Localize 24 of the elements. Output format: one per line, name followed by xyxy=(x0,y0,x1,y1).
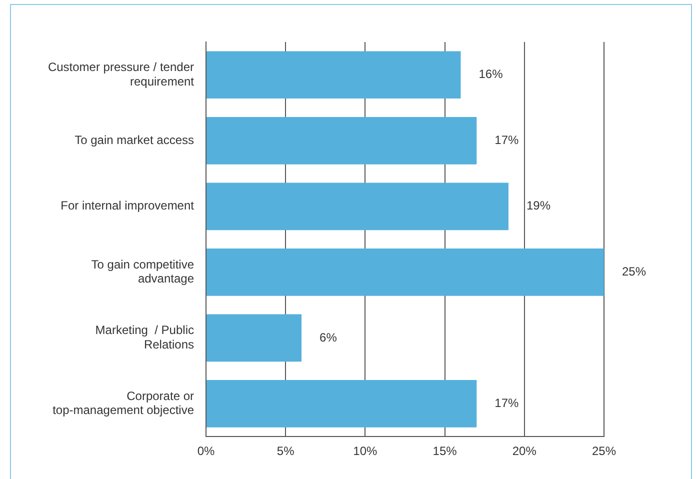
y-tick-label: To gain market access xyxy=(74,132,194,147)
x-tick-label: 10% xyxy=(353,444,378,458)
bar xyxy=(206,116,477,164)
data-label: 25% xyxy=(622,264,646,278)
bar xyxy=(206,248,604,296)
bar xyxy=(206,182,508,230)
bar xyxy=(206,51,461,99)
data-label: 17% xyxy=(494,396,519,410)
y-tick-label: For internal improvement xyxy=(60,198,195,213)
data-label: 17% xyxy=(494,132,519,147)
y-tick-label: Corporate or top-management objective xyxy=(52,388,194,418)
x-tick-label: 15% xyxy=(432,444,458,458)
x-tick-label: 0% xyxy=(197,444,215,458)
data-label: 19% xyxy=(526,198,551,213)
bar xyxy=(206,314,302,362)
x-tick-label: 25% xyxy=(592,444,616,458)
data-label: 6% xyxy=(320,330,338,344)
bar xyxy=(206,380,477,428)
data-label: 16% xyxy=(478,67,504,82)
y-tick-label: Marketing / Public Relations xyxy=(95,323,194,352)
y-tick-label: Customer pressure / tender requirement xyxy=(48,60,195,88)
x-tick-label: 20% xyxy=(512,444,537,458)
x-tick-label: 5% xyxy=(276,444,295,458)
y-tick-label: To gain competitive advantage xyxy=(91,257,194,286)
